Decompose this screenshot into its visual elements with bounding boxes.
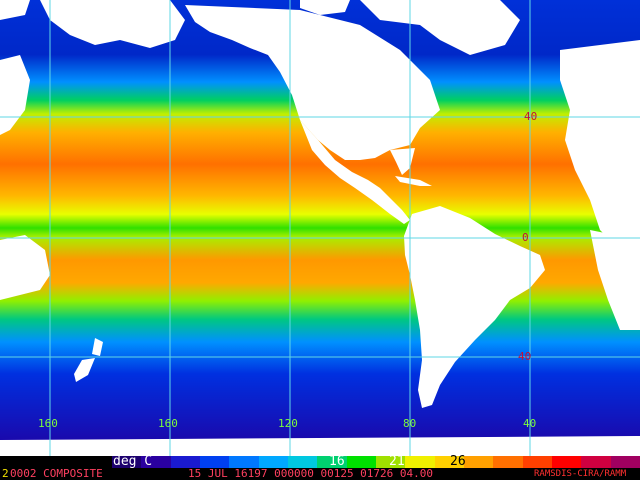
central-america [300, 120, 410, 224]
colorbar-unit-label: deg C [113, 454, 153, 469]
colorbar-segment [170, 456, 200, 468]
colorbar-segment [610, 456, 640, 468]
land-masses [0, 0, 640, 456]
africa-south [590, 230, 640, 330]
footer-prefix-digit: 2 [2, 467, 9, 480]
colorbar-segment [346, 456, 376, 468]
footer-bar [0, 468, 640, 480]
arctic-islands [300, 0, 350, 15]
colorbar-segment [375, 456, 406, 468]
antarctica [0, 436, 640, 456]
colorbar-segment [551, 456, 582, 468]
colorbar-segment [522, 456, 552, 468]
colorbar-tick-16: 16 [329, 454, 345, 469]
colorbar-segment [317, 456, 347, 468]
colorbar-segment [258, 456, 288, 468]
greenland [360, 0, 520, 55]
latitude-label-40n: 40 [524, 110, 538, 123]
east-asia-land [0, 55, 30, 135]
colorbar-segment [434, 456, 464, 468]
colorbar-tick-26: 26 [450, 454, 466, 469]
composite-label: 0002 COMPOSITE [10, 467, 103, 480]
colorbar-segment [199, 456, 230, 468]
longitude-label-160w: 160 [158, 417, 178, 430]
temperature-colorbar [112, 456, 640, 468]
colorbar-segment [287, 456, 318, 468]
image-info: 15 JUL 16197 000000 00125 01726 04.00 [188, 467, 434, 480]
credit-label: RAMSDIS-CIRA/RAMM [534, 469, 627, 479]
sst-image [0, 0, 640, 456]
colorbar-segment [463, 456, 494, 468]
colorbar-segment [493, 456, 523, 468]
florida [390, 148, 415, 175]
latitude-label-40s: 40 [518, 350, 532, 363]
europe-africa-north [560, 40, 640, 245]
colorbar-segment [581, 456, 611, 468]
siberia-land [40, 0, 185, 48]
asia-edge-land [0, 0, 30, 20]
new-zealand-north [92, 338, 103, 356]
cuba [395, 176, 432, 186]
new-zealand-south [74, 358, 95, 382]
graticule [0, 0, 640, 456]
australia [0, 235, 50, 300]
colorbar-tick-21: 21 [389, 454, 405, 469]
north-america [185, 5, 440, 160]
colorbar-segment [229, 456, 259, 468]
colorbar-segment [405, 456, 435, 468]
colorbar-segment [112, 456, 142, 468]
longitude-label-160e: 160 [38, 417, 58, 430]
colorbar-segment [141, 456, 171, 468]
longitude-label-40w: 40 [523, 417, 537, 430]
longitude-label-80w: 80 [403, 417, 417, 430]
longitude-label-120w: 120 [278, 417, 298, 430]
latitude-label-0: 0 [522, 231, 529, 244]
